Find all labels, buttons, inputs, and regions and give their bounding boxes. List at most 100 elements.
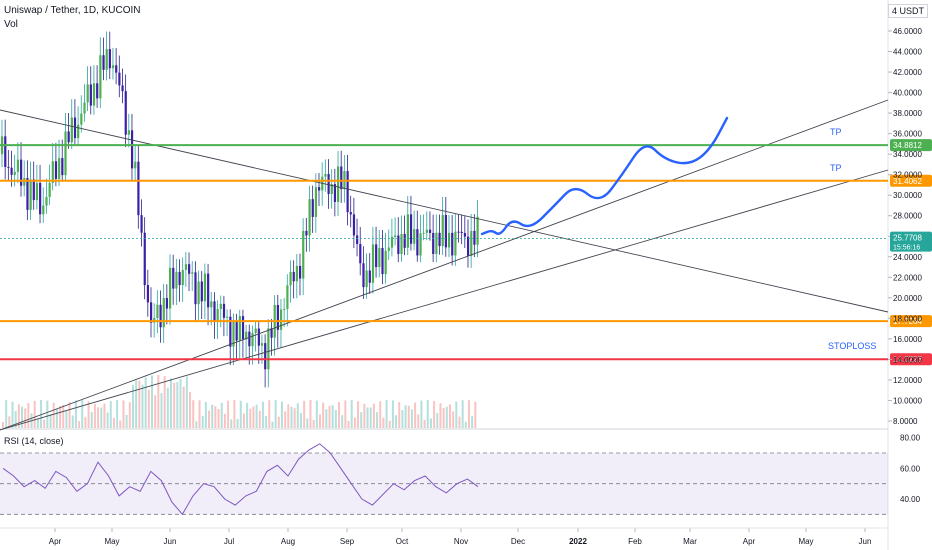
volume-bar [357, 401, 360, 428]
candle-body [197, 281, 200, 305]
candle-body [428, 229, 432, 233]
volume-bar [227, 400, 230, 428]
candle-body [226, 316, 229, 318]
currency-label: USDT [899, 6, 925, 16]
price-tick-label: 16.0000 [893, 335, 922, 344]
volume-bar [414, 402, 417, 428]
volume-bar [391, 400, 394, 428]
volume-bar [43, 419, 46, 428]
volume-bar [14, 411, 17, 428]
volume-bar [442, 408, 445, 428]
candle-body [368, 270, 371, 283]
candle-body [156, 304, 159, 318]
volume-bar [163, 376, 166, 428]
volume-bar [277, 416, 280, 428]
candle-body [422, 232, 425, 234]
candle-body [42, 205, 45, 215]
candle-body [32, 179, 35, 201]
candle-body [387, 247, 390, 251]
volume-bar [170, 378, 173, 428]
candle-body [371, 244, 375, 283]
volume-bar [376, 412, 379, 428]
volume-bar [353, 417, 356, 428]
volume-bar [233, 400, 236, 428]
current-price-tag [890, 231, 932, 252]
volume-bar [119, 420, 122, 428]
volume-bar [319, 414, 321, 428]
symbol-title[interactable]: Uniswap / Tether, 1D, KUCOIN [4, 5, 141, 16]
volume-bar [401, 410, 404, 428]
candle-body [365, 270, 368, 288]
volume-bar [144, 377, 147, 428]
volume-bar [436, 412, 439, 428]
candle-body [289, 271, 292, 286]
candle-body [330, 184, 333, 195]
time-tick-label: 2022 [569, 537, 587, 546]
volume-bar [372, 403, 375, 428]
candle-body [302, 230, 305, 279]
volume-bar [116, 400, 119, 428]
price-tick-label: 32.0000 [893, 171, 922, 180]
candle-body [298, 265, 302, 279]
volume-bar [458, 416, 461, 428]
volume-bar [312, 419, 315, 428]
candle-body [108, 49, 111, 69]
volume-bar [74, 400, 77, 428]
time-tick-label: Apr [49, 537, 62, 546]
volume-bar [426, 400, 429, 428]
volume-bar [334, 410, 337, 428]
candle-body [378, 247, 381, 268]
volume-bar [122, 400, 125, 428]
candle-body [390, 236, 394, 248]
candle-body [175, 271, 178, 289]
volume-bar [452, 411, 455, 428]
time-tick-label: Nov [454, 537, 468, 546]
volume-bar [236, 419, 239, 428]
volume-bar [27, 403, 30, 428]
volume-bar [461, 400, 464, 428]
volume-bar [350, 400, 353, 428]
candle-body [137, 161, 140, 216]
rsi-title[interactable]: RSI (14, close) [4, 436, 64, 446]
time-tick-label: Feb [628, 537, 642, 546]
volume-bar [71, 415, 74, 428]
volume-bar [2, 422, 4, 428]
candle-body [324, 174, 327, 177]
price-tick-label: 28.0000 [893, 212, 922, 221]
level-price-label: 31.4062 [893, 177, 922, 186]
candle-body [222, 303, 226, 318]
candle-body [466, 236, 470, 256]
level-price-tag [890, 174, 932, 187]
candle-body [409, 214, 413, 244]
volume-bar [81, 400, 84, 428]
candle-body [400, 233, 403, 255]
time-tick-label: Oct [396, 537, 409, 546]
volume-bar [195, 421, 198, 428]
volume-bar [150, 375, 153, 428]
candle-body [194, 272, 197, 305]
candle-body [460, 231, 463, 234]
currency-badge[interactable]: 4 USDT [887, 4, 928, 18]
volume-bar [290, 406, 293, 428]
level-price-tag [890, 353, 932, 366]
price-tick-label: 40.0000 [893, 89, 922, 98]
volume-bar [239, 400, 242, 428]
candle-body [13, 171, 16, 175]
volume-label: Vol [4, 19, 18, 30]
candle-body [438, 232, 441, 247]
level-price-label: 34.8812 [893, 141, 922, 150]
candle-body [80, 113, 83, 125]
candle-body [286, 285, 289, 309]
volume-bar [214, 406, 217, 428]
volume-bar [296, 403, 299, 428]
volume-bar [52, 402, 55, 428]
volume-bar [445, 406, 448, 428]
volume-bar [55, 409, 58, 428]
candle-body [35, 182, 39, 201]
time-tick-label: Jun [164, 537, 177, 546]
candle-body [172, 267, 175, 289]
volume-bar [388, 420, 391, 428]
candle-body [264, 343, 267, 370]
candle-body [314, 187, 318, 217]
